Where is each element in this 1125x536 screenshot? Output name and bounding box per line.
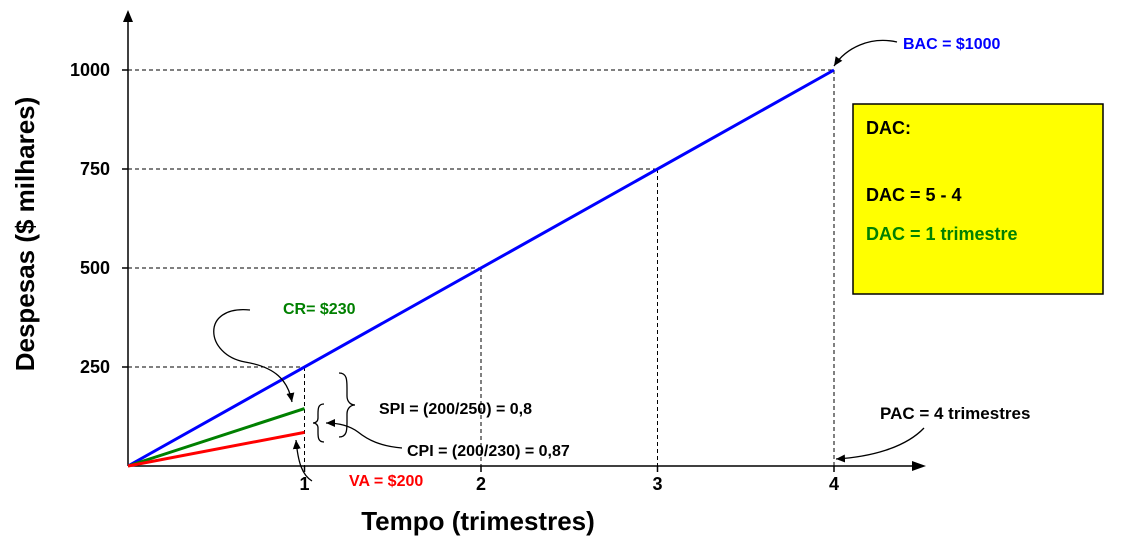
- bac-arrow: [833, 39, 898, 67]
- y-tick-label: 500: [80, 258, 110, 278]
- spi-brace: [338, 372, 356, 438]
- dac-box-line1: DAC = 5 - 4: [866, 185, 962, 205]
- series-line-0: [127, 68, 835, 468]
- bac-label: BAC = $1000: [903, 36, 1000, 53]
- x-tick-label: 1: [299, 474, 309, 494]
- dac-box: [852, 103, 1104, 295]
- x-axis-title: Tempo (trimestres): [361, 506, 595, 536]
- dac-box-title: DAC:: [866, 118, 911, 138]
- x-axis-arrow: [912, 461, 926, 471]
- spi-label: SPI = (200/250) = 0,8: [379, 401, 532, 418]
- cpi-brace: [312, 403, 325, 443]
- x-tick-label: 2: [476, 474, 486, 494]
- y-tick-label: 1000: [70, 60, 110, 80]
- y-axis-arrow: [123, 10, 133, 22]
- axis-ticks: 250 500 750 1000 1 2 3 4: [70, 60, 839, 494]
- reference-lines: [128, 69, 835, 466]
- dac-box-line2: DAC = 1 trimestre: [866, 224, 1018, 244]
- y-axis-title: Despesas ($ milhares): [10, 97, 40, 372]
- series-lines: [127, 68, 835, 468]
- cpi-label: CPI = (200/230) = 0,87: [407, 443, 570, 460]
- cr-label: CR= $230: [283, 301, 356, 318]
- pac-label: PAC = 4 trimestres: [880, 404, 1030, 423]
- series-line-2: [127, 430, 305, 468]
- y-tick-label: 250: [80, 357, 110, 377]
- y-tick-label: 750: [80, 159, 110, 179]
- series-line-1: [127, 407, 305, 468]
- cpi-arrow: [325, 419, 403, 449]
- pac-arrow: [835, 427, 925, 463]
- x-tick-label: 4: [829, 474, 839, 494]
- x-tick-label: 3: [652, 474, 662, 494]
- va-label: VA = $200: [349, 473, 423, 490]
- va-arrow: [292, 439, 313, 482]
- cr-arrow: [213, 309, 295, 403]
